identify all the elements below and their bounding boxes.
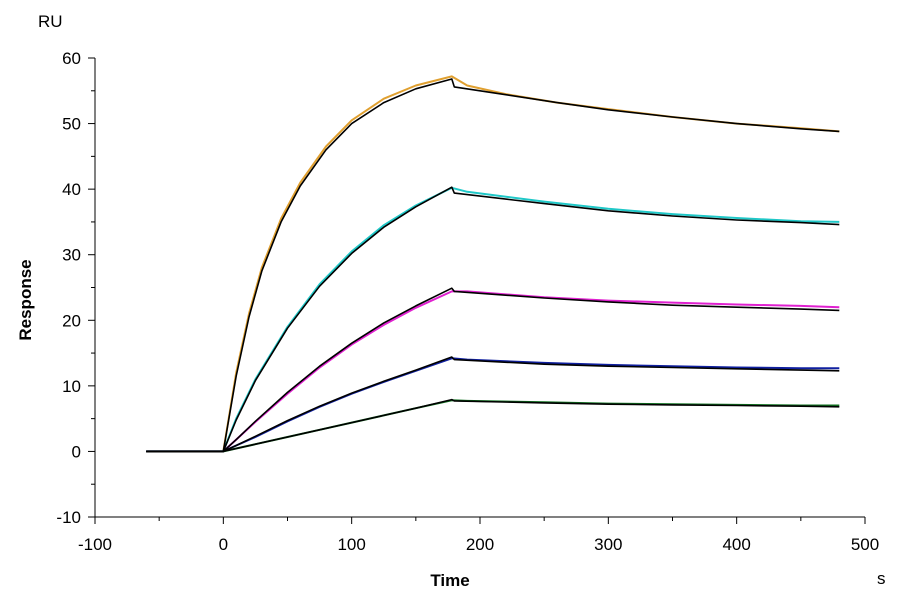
y-tick-label: 0 — [72, 442, 81, 461]
fit-curve-4 — [146, 356, 840, 453]
x-tick-label: -100 — [78, 535, 112, 554]
y-tick-label: 50 — [62, 115, 81, 134]
y-tick-label: -10 — [56, 508, 81, 527]
y-unit-label: RU — [38, 12, 63, 31]
x-tick-label: 500 — [851, 535, 879, 554]
fit-curve-2 — [146, 186, 840, 453]
fit-curve-5 — [146, 398, 840, 453]
fit-curve-1 — [146, 78, 840, 453]
y-tick-label: 60 — [62, 49, 81, 68]
fit-layer — [146, 78, 840, 453]
y-axis-title: Response — [16, 259, 35, 340]
y-tick-label: 10 — [62, 377, 81, 396]
x-unit-label: s — [877, 569, 886, 588]
x-tick-label: 200 — [466, 535, 494, 554]
x-ticks: -100 0 100 200 300 400 500 — [78, 517, 879, 554]
x-axis-title: Time — [430, 571, 469, 590]
x-tick-label: 400 — [722, 535, 750, 554]
response-curve-1 — [146, 75, 840, 453]
y-tick-label: 30 — [62, 246, 81, 265]
x-tick-label: 100 — [337, 535, 365, 554]
series-layer — [146, 75, 840, 453]
y-tick-label: 40 — [62, 180, 81, 199]
y-tick-label: 20 — [62, 311, 81, 330]
x-tick-label: 0 — [219, 535, 228, 554]
response-curve-2 — [146, 186, 840, 453]
y-ticks: -10 0 10 20 30 40 50 60 — [56, 49, 95, 527]
fit-curve-3 — [146, 287, 840, 453]
x-tick-label: 300 — [594, 535, 622, 554]
